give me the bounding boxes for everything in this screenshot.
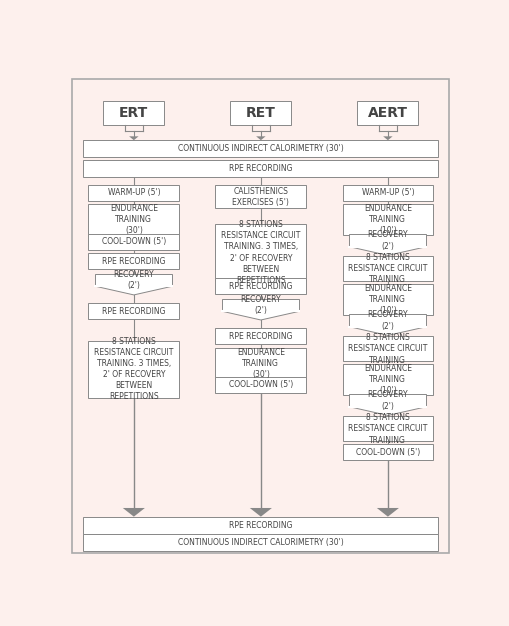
FancyBboxPatch shape <box>215 348 306 379</box>
Text: CALISTHENICS
EXERCISES (5'): CALISTHENICS EXERCISES (5') <box>233 187 289 207</box>
FancyBboxPatch shape <box>89 254 179 269</box>
Text: RECOVERY
(2'): RECOVERY (2') <box>367 391 408 411</box>
Polygon shape <box>383 136 392 140</box>
FancyBboxPatch shape <box>83 140 438 157</box>
FancyBboxPatch shape <box>72 79 449 553</box>
Text: RPE RECORDING: RPE RECORDING <box>229 332 293 341</box>
Text: 8 STATIONS
RESISTANCE CIRCUIT
TRAINING: 8 STATIONS RESISTANCE CIRCUIT TRAINING <box>348 333 428 364</box>
FancyBboxPatch shape <box>215 185 306 208</box>
FancyBboxPatch shape <box>83 160 438 177</box>
FancyBboxPatch shape <box>83 534 438 552</box>
Text: RPE RECORDING: RPE RECORDING <box>229 164 293 173</box>
FancyBboxPatch shape <box>343 364 433 395</box>
Text: RPE RECORDING: RPE RECORDING <box>102 307 165 316</box>
Text: 8 STATIONS
RESISTANCE CIRCUIT
TRAINING: 8 STATIONS RESISTANCE CIRCUIT TRAINING <box>348 413 428 444</box>
Text: RECOVERY
(2'): RECOVERY (2') <box>367 310 408 331</box>
Text: ERT: ERT <box>119 106 149 120</box>
FancyBboxPatch shape <box>343 444 433 460</box>
FancyBboxPatch shape <box>343 257 433 282</box>
FancyBboxPatch shape <box>89 341 179 398</box>
Text: ENDURANCE
TRAINING
(30'): ENDURANCE TRAINING (30') <box>237 348 285 379</box>
Text: ENDURANCE
TRAINING
(10'): ENDURANCE TRAINING (10') <box>364 204 412 235</box>
Text: AERT: AERT <box>368 106 408 120</box>
FancyBboxPatch shape <box>357 101 418 125</box>
Polygon shape <box>250 508 272 516</box>
Text: RECOVERY
(2'): RECOVERY (2') <box>114 270 154 290</box>
Polygon shape <box>377 508 399 516</box>
Text: ENDURANCE
TRAINING
(10'): ENDURANCE TRAINING (10') <box>364 364 412 396</box>
FancyBboxPatch shape <box>89 234 179 250</box>
Text: ENDURANCE
TRAINING
(10'): ENDURANCE TRAINING (10') <box>364 284 412 316</box>
FancyBboxPatch shape <box>349 234 427 247</box>
FancyBboxPatch shape <box>103 101 164 125</box>
Polygon shape <box>129 136 138 140</box>
Text: 8 STATIONS
RESISTANCE CIRCUIT
TRAINING. 3 TIMES,
2' OF RECOVERY
BETWEEN
REPETITI: 8 STATIONS RESISTANCE CIRCUIT TRAINING. … <box>94 337 174 401</box>
Text: RECOVERY
(2'): RECOVERY (2') <box>241 295 281 315</box>
FancyBboxPatch shape <box>343 185 433 201</box>
Text: WARM-UP (5'): WARM-UP (5') <box>361 188 414 197</box>
Polygon shape <box>123 508 145 516</box>
Polygon shape <box>349 247 427 255</box>
Text: 8 STATIONS
RESISTANCE CIRCUIT
TRAINING: 8 STATIONS RESISTANCE CIRCUIT TRAINING <box>348 254 428 284</box>
FancyBboxPatch shape <box>89 204 179 235</box>
Polygon shape <box>95 286 173 295</box>
Polygon shape <box>256 136 266 140</box>
Text: COOL-DOWN (5'): COOL-DOWN (5') <box>102 237 166 247</box>
Text: 8 STATIONS
RESISTANCE CIRCUIT
TRAINING. 3 TIMES,
2' OF RECOVERY
BETWEEN
REPETITI: 8 STATIONS RESISTANCE CIRCUIT TRAINING. … <box>221 220 300 285</box>
FancyBboxPatch shape <box>222 299 299 311</box>
FancyBboxPatch shape <box>215 224 306 281</box>
Text: RPE RECORDING: RPE RECORDING <box>229 282 293 290</box>
Polygon shape <box>349 327 427 336</box>
FancyBboxPatch shape <box>343 416 433 441</box>
Text: RPE RECORDING: RPE RECORDING <box>102 257 165 265</box>
FancyBboxPatch shape <box>215 377 306 393</box>
FancyBboxPatch shape <box>89 185 179 201</box>
Polygon shape <box>222 311 299 320</box>
Text: ENDURANCE
TRAINING
(30'): ENDURANCE TRAINING (30') <box>110 204 158 235</box>
FancyBboxPatch shape <box>343 336 433 361</box>
Text: WARM-UP (5'): WARM-UP (5') <box>107 188 160 197</box>
Text: RPE RECORDING: RPE RECORDING <box>229 521 293 530</box>
FancyBboxPatch shape <box>230 101 292 125</box>
Text: RECOVERY
(2'): RECOVERY (2') <box>367 230 408 250</box>
FancyBboxPatch shape <box>83 516 438 534</box>
FancyBboxPatch shape <box>343 204 433 235</box>
FancyBboxPatch shape <box>215 329 306 344</box>
FancyBboxPatch shape <box>215 279 306 294</box>
FancyBboxPatch shape <box>95 274 173 286</box>
Polygon shape <box>349 407 427 416</box>
Text: COOL-DOWN (5'): COOL-DOWN (5') <box>356 448 420 456</box>
FancyBboxPatch shape <box>343 284 433 315</box>
FancyBboxPatch shape <box>89 304 179 319</box>
Text: CONTINUOUS INDIRECT CALORIMETRY (30'): CONTINUOUS INDIRECT CALORIMETRY (30') <box>178 538 344 547</box>
Text: COOL-DOWN (5'): COOL-DOWN (5') <box>229 380 293 389</box>
FancyBboxPatch shape <box>349 394 427 407</box>
Text: RET: RET <box>246 106 276 120</box>
Text: CONTINUOUS INDIRECT CALORIMETRY (30'): CONTINUOUS INDIRECT CALORIMETRY (30') <box>178 144 344 153</box>
FancyBboxPatch shape <box>349 314 427 327</box>
